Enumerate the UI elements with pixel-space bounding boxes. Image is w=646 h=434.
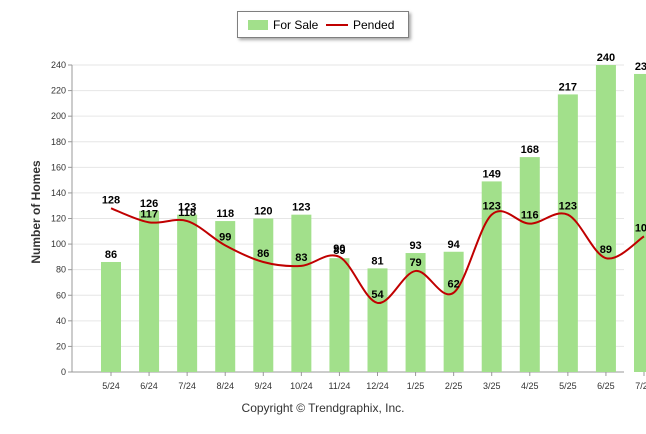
bar-for-sale xyxy=(481,181,502,372)
x-tick-label: 6/24 xyxy=(140,381,158,391)
bar-value-label: 123 xyxy=(292,202,310,214)
bar-value-label: 149 xyxy=(483,168,501,180)
x-tick-label: 11/24 xyxy=(328,381,350,391)
x-tick-label: 12/24 xyxy=(366,381,389,391)
y-tick-label: 120 xyxy=(51,214,66,224)
bar-for-sale xyxy=(557,94,578,372)
x-tick-label: 10/24 xyxy=(290,381,313,391)
y-tick-label: 0 xyxy=(61,367,66,377)
pended-line-layer xyxy=(110,207,645,304)
data-labels: 8612612311812012389819394149168217240233… xyxy=(102,52,646,301)
pended-line xyxy=(110,207,645,304)
bar-value-label: 120 xyxy=(254,206,272,218)
bar-value-label: 240 xyxy=(597,52,615,64)
y-tick-label: 100 xyxy=(51,239,66,249)
y-tick-label: 40 xyxy=(56,316,66,326)
chart-legend: For Sale Pended xyxy=(237,11,409,38)
bar-value-label: 93 xyxy=(409,240,421,252)
bar-for-sale xyxy=(101,261,121,372)
line-value-label: 116 xyxy=(521,210,539,222)
line-value-label: 99 xyxy=(219,231,231,243)
bar-value-label: 118 xyxy=(216,208,234,220)
bar-for-sale xyxy=(291,214,312,372)
bar-value-label: 81 xyxy=(371,255,383,267)
x-tick-label: 1/25 xyxy=(407,381,425,391)
bar-value-label: 89 xyxy=(333,245,345,257)
x-tick-label: 6/25 xyxy=(597,381,615,391)
bar-value-label: 86 xyxy=(105,249,117,261)
bar-for-sale xyxy=(595,65,616,372)
x-tick-label: 5/25 xyxy=(559,381,577,391)
for-sale-bars xyxy=(101,65,646,373)
bar-value-label: 168 xyxy=(521,144,539,156)
line-value-label: 123 xyxy=(483,201,501,213)
pended-swatch xyxy=(326,24,348,26)
bar-for-sale xyxy=(139,210,160,372)
line-value-label: 128 xyxy=(102,194,120,206)
y-tick-label: 200 xyxy=(51,111,66,121)
x-tick-label: 7/24 xyxy=(178,381,196,391)
y-tick-label: 160 xyxy=(51,162,66,172)
y-tick-label: 80 xyxy=(56,265,66,275)
x-tick-label: 4/25 xyxy=(521,381,539,391)
x-tick-label: 8/24 xyxy=(216,381,234,391)
x-tick-label: 9/24 xyxy=(255,381,273,391)
y-tick-label: 180 xyxy=(51,137,66,147)
y-tick-label: 60 xyxy=(56,290,66,300)
y-tick-label: 140 xyxy=(51,188,66,198)
legend-item-for-sale[interactable]: For Sale xyxy=(238,17,322,33)
legend-label-for-sale: For Sale xyxy=(273,18,319,32)
copyright-notice: Copyright © Trendgraphix, Inc. xyxy=(241,401,405,415)
x-tick-label: 3/25 xyxy=(483,381,501,391)
line-value-label: 62 xyxy=(448,279,460,291)
line-value-label: 118 xyxy=(178,207,196,219)
bar-for-sale xyxy=(405,253,426,372)
line-value-label: 89 xyxy=(600,244,612,256)
y-axis-title: Number of Homes xyxy=(29,160,43,264)
y-tick-label: 240 xyxy=(51,60,66,70)
bar-for-sale xyxy=(253,218,274,372)
line-value-label: 86 xyxy=(257,248,269,260)
y-tick-label: 220 xyxy=(51,86,66,96)
bar-for-sale xyxy=(634,73,646,373)
bar-value-label: 94 xyxy=(448,239,461,251)
line-value-label: 54 xyxy=(371,289,384,301)
line-value-label: 123 xyxy=(559,201,577,213)
bar-for-sale xyxy=(177,214,198,372)
for-sale-swatch xyxy=(248,20,268,30)
bar-value-label: 217 xyxy=(559,81,577,93)
x-tick-label: 2/25 xyxy=(445,381,463,391)
x-axis-ticks: 5/24 6/24 7/24 8/24 9/24 10/24 11/24 12/24 1/25 2… xyxy=(102,372,646,391)
bar-value-label: 123 xyxy=(178,202,196,214)
line-value-label: 106 xyxy=(635,222,646,234)
line-value-label: 90 xyxy=(333,243,345,255)
x-tick-label: 5/24 xyxy=(102,381,120,391)
x-tick-label: 7/25 xyxy=(635,381,646,391)
bar-for-sale xyxy=(443,251,464,372)
line-value-label: 83 xyxy=(295,252,307,264)
y-tick-label: 20 xyxy=(56,341,66,351)
line-value-label: 117 xyxy=(140,208,158,220)
bar-value-label: 126 xyxy=(140,198,158,210)
bar-for-sale xyxy=(367,268,388,372)
bar-for-sale xyxy=(215,221,236,372)
bar-for-sale xyxy=(519,157,540,372)
legend-item-pended[interactable]: Pended xyxy=(322,17,408,33)
legend-label-pended: Pended xyxy=(353,18,395,32)
bar-value-label: 233 xyxy=(635,61,646,73)
line-value-label: 79 xyxy=(409,257,421,269)
bar-for-sale xyxy=(329,258,350,372)
